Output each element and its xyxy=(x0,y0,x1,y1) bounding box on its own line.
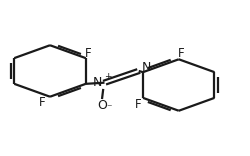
Text: ⁻: ⁻ xyxy=(107,103,112,113)
Text: N: N xyxy=(92,76,102,89)
Text: F: F xyxy=(39,96,46,110)
Text: F: F xyxy=(85,47,91,60)
Text: N: N xyxy=(141,61,151,74)
Text: F: F xyxy=(135,98,141,111)
Text: +: + xyxy=(104,72,112,81)
Text: F: F xyxy=(178,47,184,60)
Text: O: O xyxy=(97,99,107,112)
